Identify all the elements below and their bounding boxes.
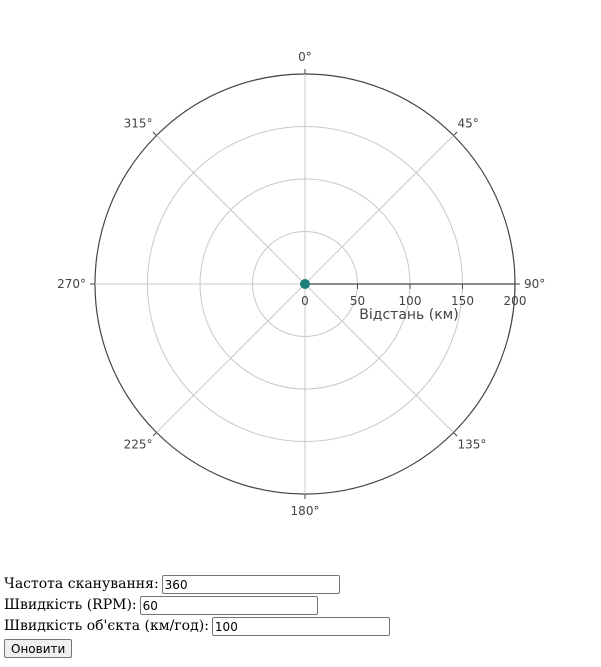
speed-rpm-label: Швидкість (RPM): [4,597,137,613]
angle-label: 270° [57,277,86,291]
angle-label: 90° [524,277,545,291]
scan-rate-row: Частота сканування: [4,574,390,595]
radial-tick-label: 50 [350,294,365,308]
angle-label: 315° [124,116,153,130]
radial-tick-labels: 0 50 100 150 200 [301,294,526,308]
angle-tick [453,131,458,136]
speed-rpm-input[interactable] [139,596,318,615]
radial-tick-label: 100 [399,294,422,308]
angle-label: 0° [298,50,312,64]
angle-label: 135° [458,438,487,452]
object-speed-input[interactable] [211,617,390,636]
angle-tick [453,432,458,437]
radar-marks [300,279,516,289]
angle-labels: 0° 45° 90° 135° 180° 225° 270° 315° [57,50,545,518]
radial-tick-label: 0 [301,294,309,308]
scan-rate-label: Частота сканування: [4,576,159,592]
update-button[interactable]: Оновити [4,639,73,658]
object-speed-row: Швидкість об'єкта (км/год): [4,616,390,637]
angle-label: 45° [458,116,479,130]
angle-label: 180° [291,504,320,518]
radial-tick-label: 200 [504,294,527,308]
target-point [300,279,310,289]
speed-rpm-row: Швидкість (RPM): [4,595,390,616]
angle-tick [152,432,157,437]
angle-label: 225° [124,438,153,452]
radar-chart: 0° 45° 90° 135° 180° 225° 270° 315° 0 50 100 150 20… [57,50,545,518]
scan-rate-input[interactable] [161,575,340,594]
radar-settings-form: Частота сканування: Швидкість (RPM): Шви… [4,574,390,660]
angle-tick [152,131,157,136]
object-speed-label: Швидкість об'єкта (км/год): [4,618,209,634]
radial-axis-title: Відстань (км) [359,307,458,323]
radial-tick-label: 150 [451,294,474,308]
